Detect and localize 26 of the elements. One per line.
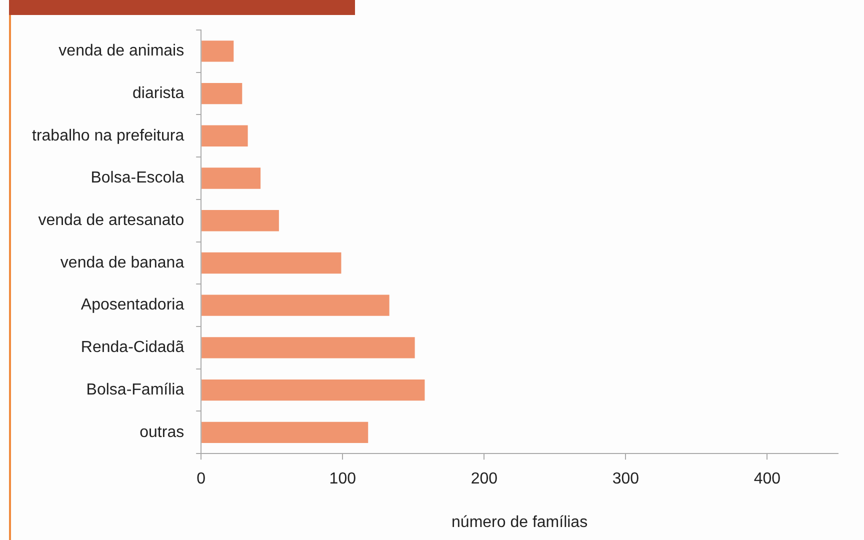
y-tick-label: Renda-Cidadã <box>80 339 184 356</box>
bar <box>202 337 415 358</box>
bar <box>202 252 342 274</box>
x-tick-label: 200 <box>470 470 498 488</box>
bar <box>202 82 242 104</box>
x-tick-label: 300 <box>612 470 640 488</box>
bar <box>202 379 425 401</box>
bar <box>202 294 390 316</box>
x-tick-label: 400 <box>754 470 781 488</box>
y-tick-label: Bolsa-Família <box>86 381 184 398</box>
y-tick-label: venda de artesanato <box>38 212 184 230</box>
x-axis-title: número de famílias <box>452 514 588 531</box>
bar <box>202 125 248 146</box>
bar <box>202 168 261 189</box>
x-tick-label: 100 <box>329 470 356 488</box>
y-tick-label: venda de banana <box>60 254 184 272</box>
bar <box>202 40 234 62</box>
y-tick-label: trabalho na prefeitura <box>32 127 184 144</box>
bar <box>202 422 368 444</box>
y-tick-label: diarista <box>132 84 184 102</box>
y-tick-label: venda de animais <box>58 42 184 60</box>
y-tick-label: outras <box>140 424 184 441</box>
x-tick-label: 0 <box>196 470 206 488</box>
bar <box>202 210 279 232</box>
y-tick-label: Bolsa-Escola <box>90 170 184 187</box>
y-tick-label: Aposentadoria <box>80 296 184 314</box>
